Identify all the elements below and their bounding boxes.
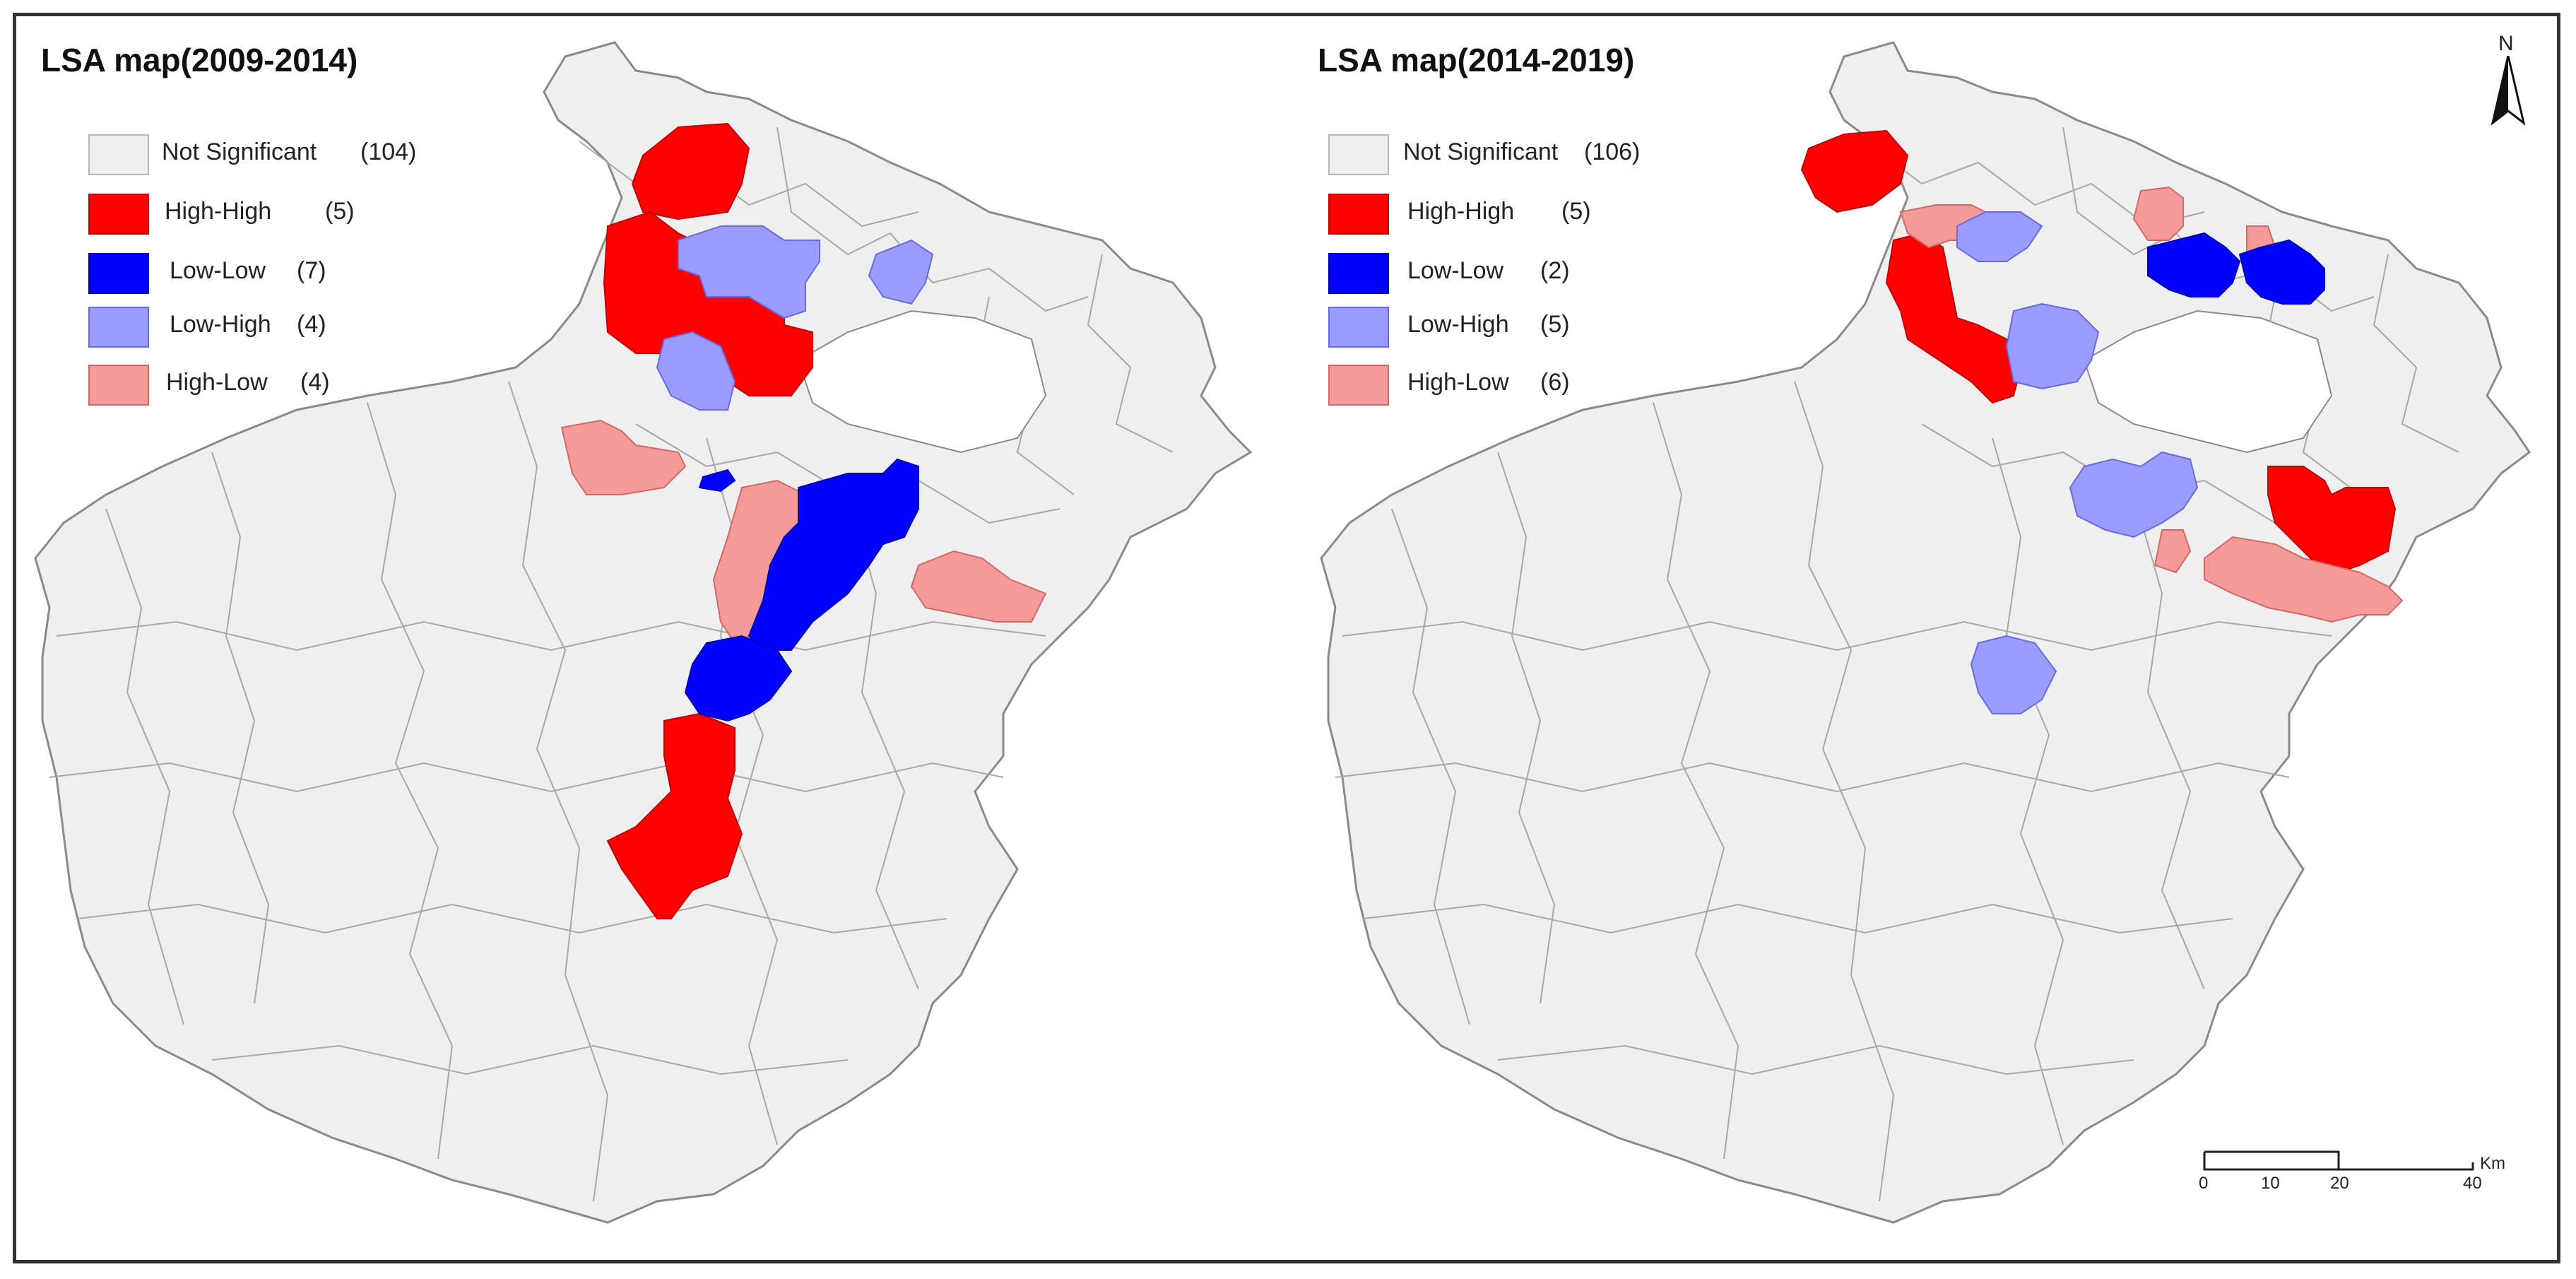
legend-right: Not Significant (106) High-High (5) Low-… [1328,134,1724,417]
legend-count: (5) [1561,198,1591,225]
scale-tick: 40 [2463,1174,2482,1193]
legend-swatch [1328,307,1389,348]
cluster-high-high-right [1800,129,2397,574]
legend-count: (4) [300,369,330,396]
legend-swatch [88,134,149,175]
legend-swatch [88,253,149,294]
legend-count: (7) [297,257,326,284]
cluster-low-low-right [2147,232,2325,305]
legend-count: (2) [1540,257,1570,284]
legend-swatch [88,307,149,348]
north-arrow-icon [2491,56,2526,126]
legend-count: (4) [297,311,326,338]
cluster-low-high-right [1956,211,2199,714]
legend-label: Not Significant [162,138,317,165]
legend-label: High-High [165,198,272,225]
legend-count: (5) [1540,311,1570,338]
map-left [34,41,1253,1224]
cluster-high-high-left [603,122,813,919]
legend-count: (5) [325,198,355,225]
legend-label: Low-Low [170,257,266,284]
map-gap-left [797,310,1047,454]
map-gap-right [2083,310,2333,454]
district-boundaries-right [1335,126,2459,1202]
cluster-low-high-left [656,225,934,411]
legend-label: Low-High [1407,311,1509,338]
scale-tick: 0 [2199,1174,2209,1193]
map-title-right: LSA map(2014-2019) [1318,42,1635,78]
legend-label: Low-High [170,311,271,338]
north-arrow: N [2487,32,2529,126]
legend-count: (104) [360,138,417,165]
legend-label: High-Low [1407,369,1509,396]
legend-label: High-High [1407,198,1515,225]
legend-swatch [1328,134,1389,175]
scale-bar: 0 10 20 40 Km [2197,1148,2505,1205]
legend-left: Not Significant (104) High-High (5) Low-… [88,134,484,417]
north-label: N [2498,32,2514,55]
cluster-low-low-left [684,458,919,722]
legend-count: (106) [1584,138,1641,165]
legend-count: (6) [1540,369,1570,396]
scale-tick: 10 [2261,1174,2280,1193]
legend-swatch [1328,194,1389,235]
legend-swatch [88,365,149,406]
legend-label: Low-Low [1407,257,1504,284]
legend-label: High-Low [166,369,268,396]
legend-swatch [1328,253,1389,294]
scale-unit: Km [2480,1154,2505,1173]
legend-label: Not Significant [1403,138,1559,165]
scale-tick: 20 [2330,1174,2349,1193]
map-title-left: LSA map(2009-2014) [41,42,358,78]
legend-swatch [1328,365,1389,406]
scale-bar-graphic [2203,1150,2474,1171]
legend-swatch [88,194,149,235]
